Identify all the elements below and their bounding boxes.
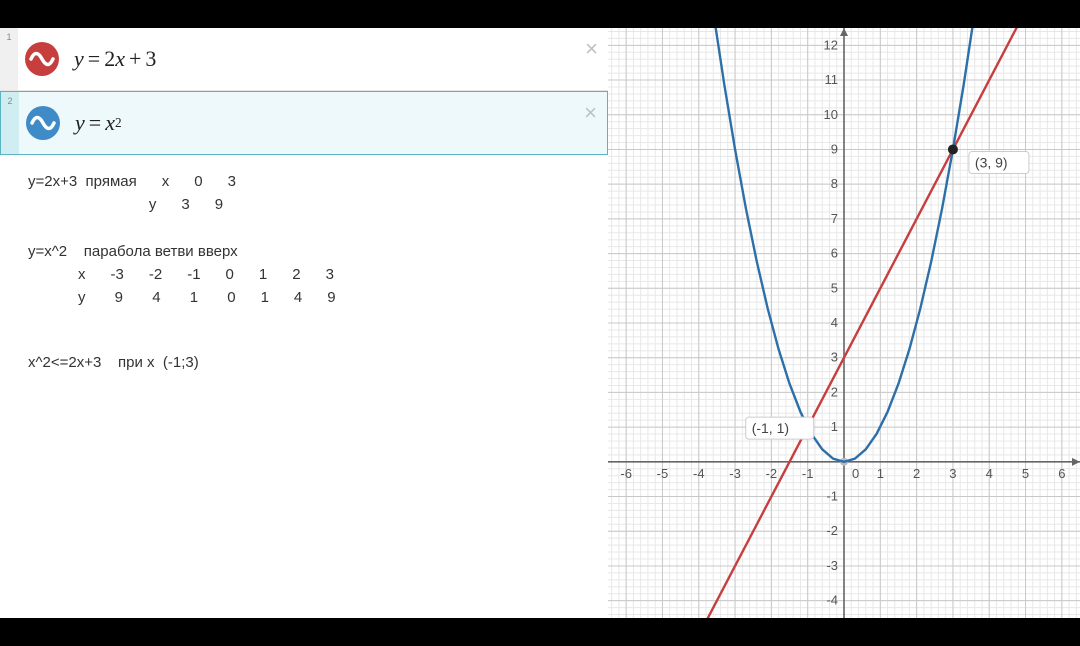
- equation-number: 1: [0, 28, 18, 90]
- svg-text:3: 3: [949, 466, 956, 481]
- close-icon[interactable]: ×: [585, 38, 598, 60]
- scratch-line: x -3 -2 -1 0 1 2 3: [28, 266, 580, 283]
- scratch-line: y=x^2 парабола ветви вверх: [28, 243, 580, 260]
- scratch-line: [28, 219, 580, 237]
- scratch-line: [28, 330, 580, 348]
- svg-text:6: 6: [1058, 466, 1065, 481]
- left-panel: 1y=2x+3×2y=x2×3 y=2x+3 прямая x 0 3 y 3 …: [0, 28, 608, 618]
- svg-text:3: 3: [831, 350, 838, 365]
- scratch-line: [28, 312, 580, 330]
- svg-text:2: 2: [831, 384, 838, 399]
- svg-text:(-1, 1): (-1, 1): [752, 420, 789, 436]
- svg-text:9: 9: [831, 141, 838, 156]
- scratch-line: y 9 4 1 0 1 4 9: [28, 289, 580, 306]
- svg-text:-3: -3: [729, 466, 741, 481]
- scratch-line: x^2<=2x+3 при x (-1;3): [28, 354, 580, 371]
- equation-row-2[interactable]: 2 y=x2×: [0, 91, 608, 155]
- svg-text:4: 4: [831, 315, 838, 330]
- svg-text:12: 12: [824, 37, 838, 52]
- equation-list: 1y=2x+3×2y=x2×3: [0, 28, 608, 155]
- equation-icon-col: [18, 28, 66, 90]
- svg-text:-5: -5: [657, 466, 669, 481]
- svg-text:-2: -2: [766, 466, 778, 481]
- svg-text:4: 4: [986, 466, 993, 481]
- equation-number: 2: [1, 92, 19, 154]
- equation-icon-col: [19, 92, 67, 154]
- svg-text:2: 2: [913, 466, 920, 481]
- svg-text:-4: -4: [826, 593, 838, 608]
- svg-text:(3, 9): (3, 9): [975, 154, 1008, 170]
- graph-canvas[interactable]: -6-5-4-3-2-1123456-4-3-2-112345678910111…: [608, 28, 1080, 618]
- graph-panel[interactable]: -6-5-4-3-2-1123456-4-3-2-112345678910111…: [608, 28, 1080, 618]
- svg-text:1: 1: [831, 419, 838, 434]
- equation-expression[interactable]: y=2x+3: [66, 28, 608, 90]
- equation-row-1[interactable]: 1 y=2x+3×: [0, 28, 608, 91]
- close-icon[interactable]: ×: [584, 102, 597, 124]
- svg-text:11: 11: [825, 72, 839, 87]
- svg-text:7: 7: [831, 211, 838, 226]
- svg-text:1: 1: [877, 466, 884, 481]
- app-frame: 1y=2x+3×2y=x2×3 y=2x+3 прямая x 0 3 y 3 …: [0, 0, 1080, 646]
- scratch-line: y=2x+3 прямая x 0 3: [28, 173, 580, 190]
- svg-text:0: 0: [852, 466, 859, 481]
- svg-text:8: 8: [831, 176, 838, 191]
- scratch-text: y=2x+3 прямая x 0 3 y 3 9 y=x^2 парабола …: [0, 155, 608, 389]
- wave-icon[interactable]: [26, 106, 60, 140]
- svg-text:-2: -2: [826, 523, 838, 538]
- svg-text:10: 10: [824, 107, 838, 122]
- svg-text:-1: -1: [826, 489, 838, 504]
- svg-text:6: 6: [831, 246, 838, 261]
- svg-text:-6: -6: [620, 466, 632, 481]
- svg-text:-4: -4: [693, 466, 705, 481]
- content-area: 1y=2x+3×2y=x2×3 y=2x+3 прямая x 0 3 y 3 …: [0, 28, 1080, 618]
- equation-expression[interactable]: y=x2: [67, 92, 607, 154]
- svg-text:-3: -3: [826, 558, 838, 573]
- svg-text:5: 5: [1022, 466, 1029, 481]
- svg-text:-1: -1: [802, 466, 814, 481]
- scratch-line: y 3 9: [28, 196, 580, 213]
- wave-icon[interactable]: [25, 42, 59, 76]
- svg-text:5: 5: [831, 280, 838, 295]
